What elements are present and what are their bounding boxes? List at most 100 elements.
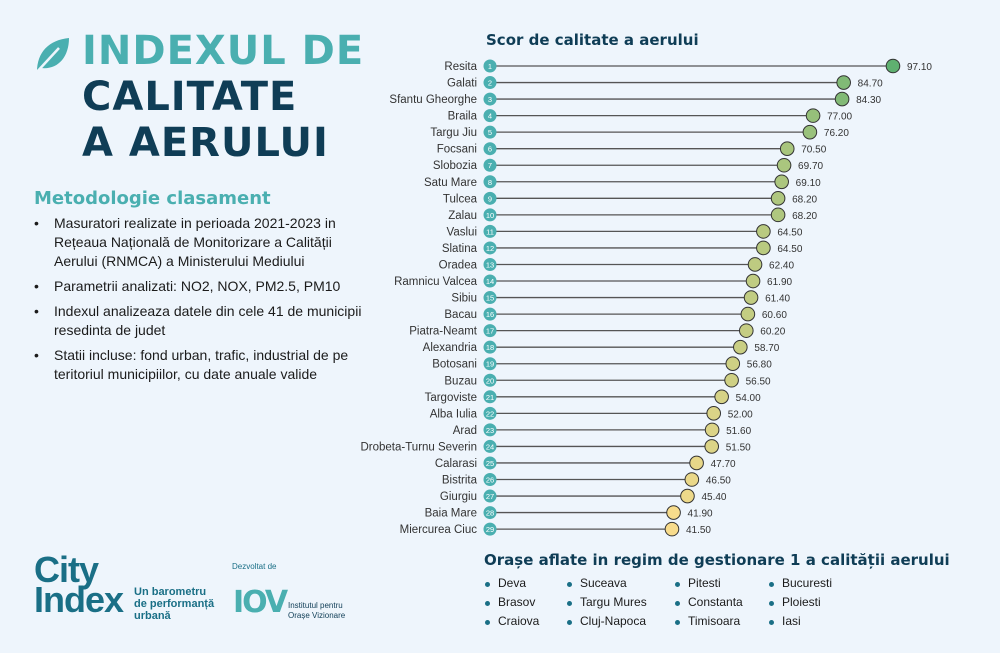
category-label: Resita (444, 61, 477, 73)
rank-badge (483, 274, 497, 288)
value-label: 58.70 (754, 343, 779, 354)
title-line-2: CALITATE A AERULUI (82, 74, 329, 166)
org-name-line: Orașe Vizionare (288, 611, 346, 620)
value-label: 61.90 (767, 277, 792, 288)
rank-badge (483, 158, 497, 172)
rank-badge (483, 76, 497, 90)
rank-badge (483, 59, 497, 73)
methodology-heading: Metodologie clasament (34, 188, 271, 209)
value-label: 62.40 (769, 260, 794, 271)
rank-number: 28 (486, 509, 494, 518)
lollipop-dot (714, 389, 729, 405)
rank-badge (483, 439, 497, 453)
value-label: 76.20 (824, 128, 849, 139)
methodology-item: Statii incluse: fond urban, trafic, indu… (34, 346, 374, 384)
rank-number: 22 (486, 409, 494, 418)
rank-badge (483, 473, 497, 486)
logo-line-2: Index (34, 579, 124, 620)
category-label: Bistrita (442, 475, 478, 487)
rank-number: 29 (486, 525, 494, 534)
lollipop-dot (740, 306, 756, 322)
rank-badge (483, 340, 497, 354)
tagline: Un barometru de performanță urbană (134, 586, 214, 622)
lollipop-chart: Resita 1 97.10 Galati 2 84.70 Sfantu Gheorghe 3… (360, 58, 932, 537)
city-item: Suceava (566, 574, 647, 593)
rank-number: 3 (488, 95, 492, 104)
category-label: Buzau (444, 375, 477, 387)
value-label: 69.10 (796, 178, 821, 189)
rank-badge (483, 175, 497, 189)
city-item: Cluj-Napoca (566, 612, 647, 631)
category-label: Giurgiu (440, 491, 477, 503)
rank-badge (483, 423, 497, 437)
value-label: 69.70 (798, 161, 823, 172)
rank-badge (483, 522, 497, 536)
rank-badge (483, 307, 497, 321)
rank-number: 18 (486, 343, 494, 352)
category-label: Alba Iulia (430, 408, 478, 420)
rank-number: 2 (488, 79, 492, 88)
lollipop-dot (756, 224, 771, 239)
rank-badge (483, 241, 497, 255)
rank-badge (483, 373, 497, 387)
lollipop-dot (689, 455, 704, 471)
rank-number: 15 (486, 294, 494, 303)
chart-title: Scor de calitate a aerului (486, 31, 699, 49)
rank-number: 1 (488, 62, 492, 71)
methodology-item: Indexul analizeaza datele din cele 41 de… (34, 302, 374, 340)
value-label: 70.50 (801, 145, 826, 156)
category-label: Drobeta-Turnu Severin (360, 441, 477, 453)
lollipop-dot (885, 58, 901, 74)
rank-number: 12 (486, 244, 494, 253)
lollipop-dot (680, 488, 695, 504)
lollipop-dot (684, 472, 700, 487)
management-column: Suceava Targu Mures Cluj-Napoca (566, 574, 647, 631)
value-label: 97.10 (907, 62, 932, 73)
category-label: Satu Mare (424, 177, 477, 189)
value-label: 60.20 (760, 327, 785, 338)
city-item: Constanta (674, 593, 743, 612)
value-label: 56.80 (747, 360, 772, 371)
rank-number: 5 (488, 128, 492, 137)
lollipop-dot (774, 174, 789, 190)
lollipop-dot (704, 439, 720, 454)
lollipop-dot (770, 191, 786, 206)
rank-number: 11 (486, 227, 494, 236)
city-item: Craiova (484, 612, 539, 631)
lollipop-dot (725, 356, 741, 372)
management-column: Pitesti Constanta Timisoara (674, 574, 743, 631)
value-label: 51.50 (726, 442, 751, 453)
value-label: 54.00 (736, 393, 761, 404)
value-label: 68.20 (792, 211, 817, 222)
lollipop-dot (706, 406, 722, 421)
lollipop-dot (756, 240, 771, 256)
lollipop-dot (666, 505, 681, 520)
category-label: Focsani (437, 144, 477, 156)
rank-number: 13 (486, 260, 494, 269)
lollipop-dot (747, 257, 763, 272)
value-label: 47.70 (711, 459, 736, 470)
value-label: 68.20 (792, 194, 817, 205)
value-label: 64.50 (777, 244, 802, 255)
rank-badge (483, 406, 497, 420)
value-label: 60.60 (762, 310, 787, 321)
category-label: Sfantu Gheorghe (389, 94, 477, 106)
rank-badge (483, 125, 497, 139)
rank-number: 16 (486, 310, 494, 319)
iov-logo: IOV (233, 585, 288, 620)
value-label: 64.50 (777, 227, 802, 238)
value-label: 84.30 (856, 95, 881, 106)
city-item: Targu Mures (566, 593, 647, 612)
value-label: 41.50 (686, 525, 711, 536)
value-label: 84.70 (858, 79, 883, 90)
leaf-icon (34, 38, 69, 75)
rank-badge (483, 224, 497, 238)
rank-badge (483, 191, 497, 205)
rank-number: 20 (486, 376, 494, 385)
city-index-logo: City Index (34, 552, 124, 620)
rank-number: 27 (486, 492, 494, 501)
rank-number: 25 (486, 459, 494, 468)
rank-number: 24 (486, 442, 494, 451)
city-item: Deva (484, 574, 539, 593)
rank-number: 26 (486, 476, 494, 485)
